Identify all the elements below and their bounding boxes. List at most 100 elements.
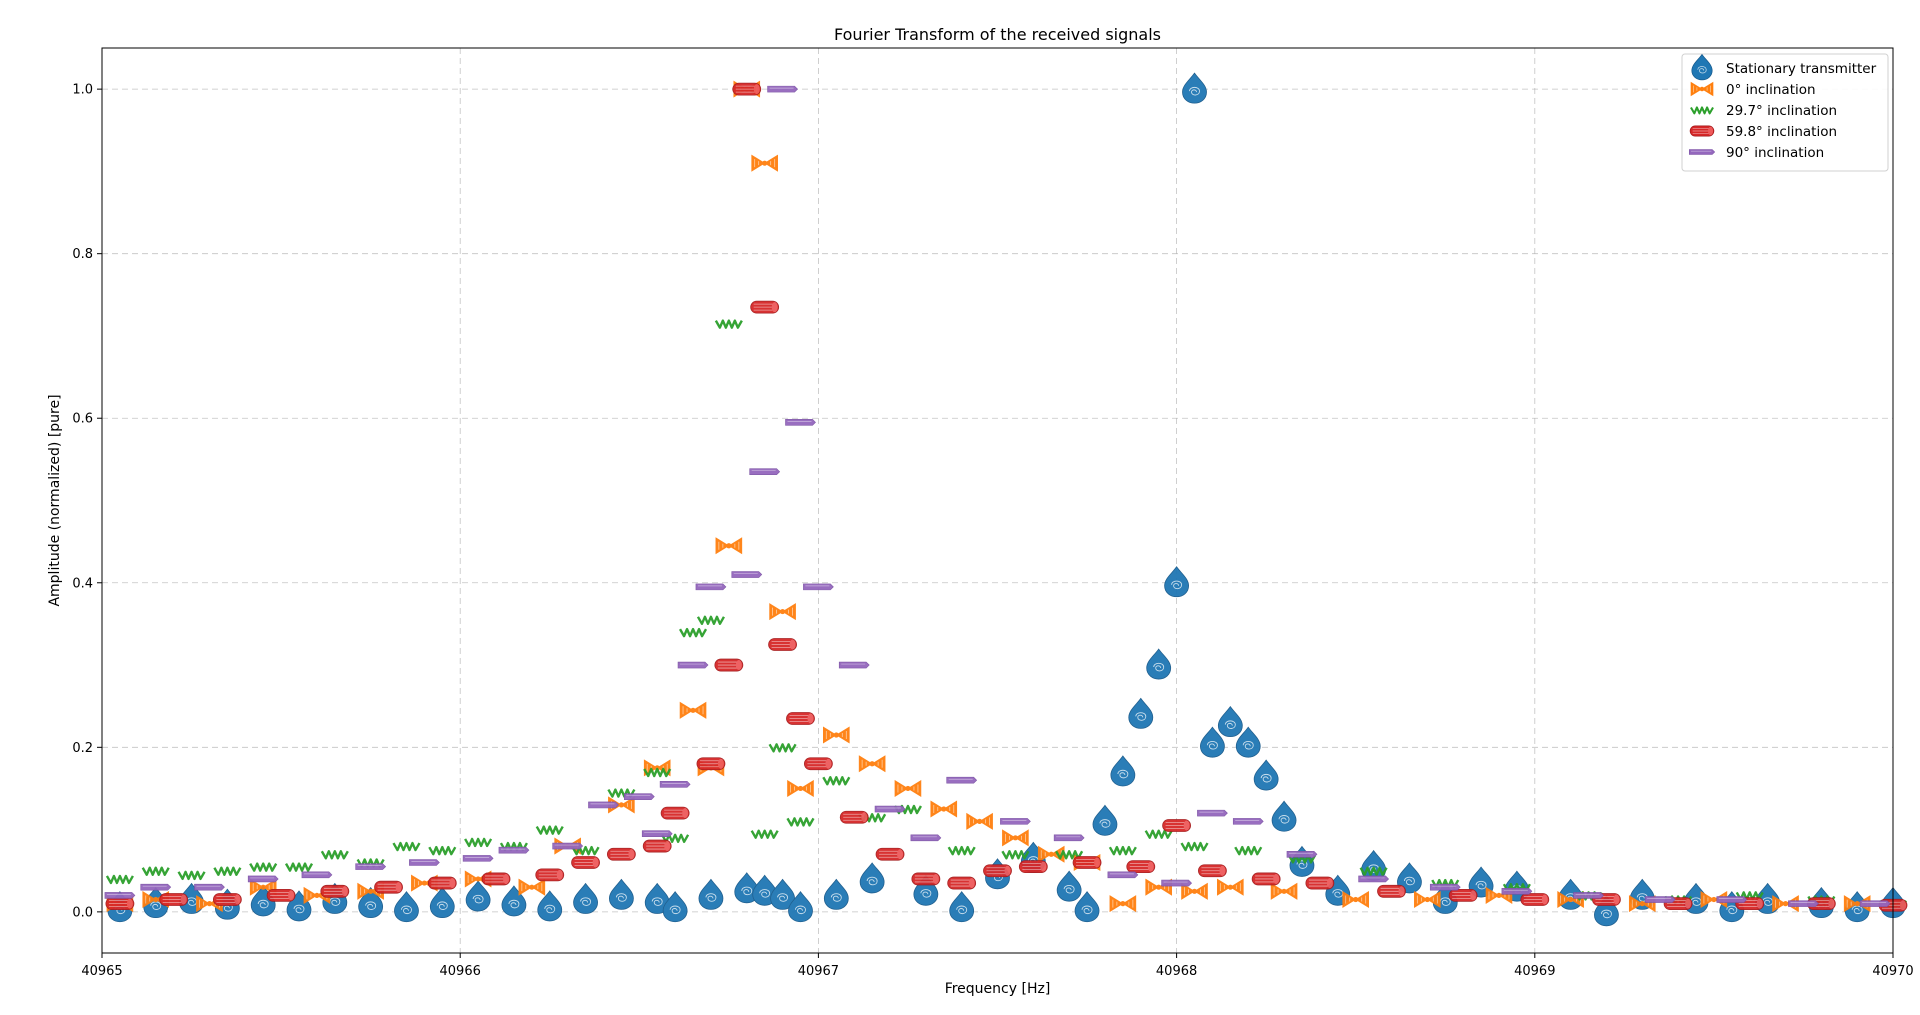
data-point [643, 767, 672, 778]
data-point [1358, 875, 1390, 883]
data-point [1107, 871, 1139, 879]
data-point [732, 82, 762, 96]
data-point [1161, 879, 1193, 887]
data-point [910, 834, 942, 842]
data-point [194, 883, 225, 891]
data-point [1234, 845, 1263, 856]
data-point [644, 882, 670, 914]
data-point [1286, 850, 1318, 858]
data-point [715, 537, 743, 555]
legend-marker [1690, 81, 1714, 97]
x-tick-label: 40965 [81, 964, 122, 979]
axis-ticks: 40965 40966 40967 40968 40969 40970 0.0 0.2 0.4 0… [72, 83, 1913, 979]
data-point [1788, 900, 1819, 907]
data-point [767, 85, 799, 93]
data-point [787, 779, 814, 797]
data-point [465, 880, 491, 912]
data-point [1232, 818, 1264, 825]
data-point [606, 847, 636, 861]
data-point [1772, 895, 1799, 913]
data-point [788, 891, 813, 923]
data-point [696, 615, 725, 625]
data-point [1235, 726, 1261, 758]
data-point [659, 781, 691, 788]
data-point [481, 872, 511, 886]
data-point [428, 845, 457, 856]
data-point [1074, 891, 1100, 923]
legend-marker [1688, 149, 1716, 155]
data-point [1056, 870, 1082, 902]
data-point [823, 878, 849, 910]
data-point [1162, 819, 1191, 832]
y-tick-label: 0.6 [72, 412, 93, 427]
x-tick-label: 40970 [1872, 964, 1913, 979]
data-point [409, 859, 440, 866]
legend: Stationary transmitter 0° inclination 29.7… [1681, 53, 1889, 172]
series-1 [107, 72, 1906, 927]
data-point [1270, 882, 1298, 900]
legend-entry: Stationary transmitter [1691, 53, 1877, 81]
legend-marker [1690, 106, 1714, 115]
data-point [284, 862, 314, 872]
legend-entry: 59.8° inclination [1689, 124, 1837, 140]
data-point [641, 830, 673, 838]
data-point [946, 776, 978, 784]
legend-entry: 90° inclination [1688, 145, 1824, 161]
data-point [1000, 818, 1031, 825]
x-axis-title: Frequency [Hz] [945, 981, 1051, 997]
data-point [247, 875, 279, 883]
x-tick-label: 40966 [440, 964, 481, 979]
data-point [642, 839, 672, 853]
data-point [301, 871, 333, 879]
data-point [695, 583, 727, 591]
data-point [537, 890, 563, 922]
data-point [429, 886, 455, 919]
y-tick-label: 0.0 [72, 905, 93, 920]
data-point [714, 319, 743, 329]
legend-label: Stationary transmitter [1726, 61, 1877, 77]
data-point [1397, 862, 1422, 894]
data-point [320, 884, 350, 898]
data-point [823, 726, 850, 744]
data-point [1429, 883, 1461, 891]
series-4 [105, 82, 1908, 912]
data-point [1146, 648, 1172, 680]
data-point [1217, 878, 1244, 896]
data-point [911, 872, 941, 886]
data-point [623, 793, 655, 800]
data-point [1072, 856, 1102, 869]
data-point [770, 878, 795, 910]
y-tick-label: 0.2 [72, 741, 93, 756]
data-point [751, 154, 778, 172]
data-point [768, 638, 797, 651]
legend-label: 29.7° inclination [1726, 103, 1837, 119]
data-point [535, 868, 565, 882]
data-point [1573, 892, 1604, 899]
data-point [105, 897, 135, 911]
data-point [1716, 896, 1748, 903]
data-point [427, 876, 457, 890]
data-point [159, 893, 189, 906]
data-point [679, 701, 707, 719]
data-point [1182, 72, 1207, 104]
series-5 [104, 85, 1891, 907]
data-point [804, 757, 833, 771]
data-point [947, 845, 976, 856]
x-tick-label: 40968 [1156, 964, 1197, 979]
data-point [786, 817, 815, 827]
data-point [1251, 872, 1281, 886]
data-point [249, 862, 278, 872]
data-point [394, 891, 419, 923]
data-point [1108, 845, 1137, 856]
data-point [662, 891, 688, 923]
data-point [894, 779, 922, 797]
legend-marker [1689, 125, 1715, 137]
data-point [731, 571, 763, 578]
data-point [1253, 759, 1279, 791]
x-tick-label: 40967 [798, 964, 839, 979]
data-point [858, 755, 886, 773]
data-point [930, 800, 958, 818]
data-point [608, 878, 634, 910]
plot-series [104, 72, 1908, 927]
